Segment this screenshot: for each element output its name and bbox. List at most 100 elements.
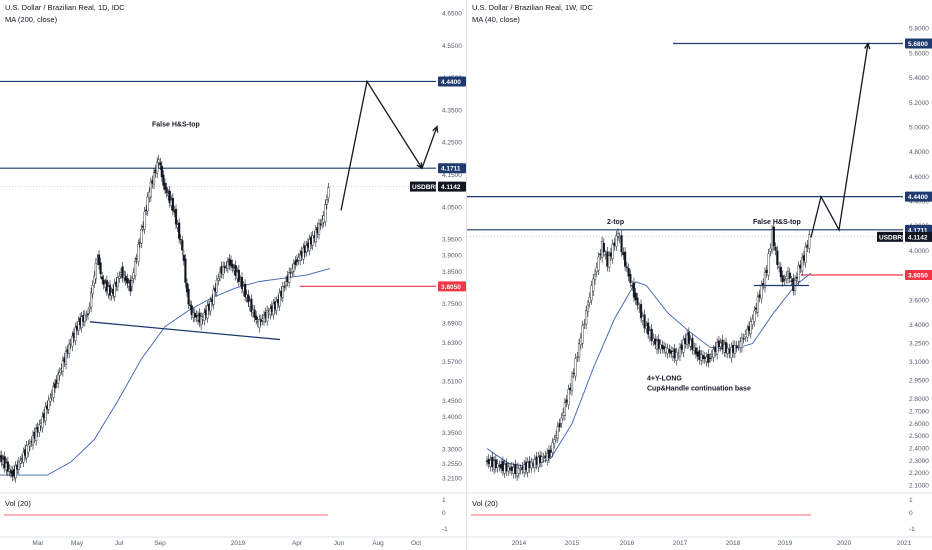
- candle-body: [22, 452, 25, 463]
- price-level-tag-label: 4.1711: [908, 227, 928, 234]
- candle-body: [583, 323, 586, 325]
- candle-body: [250, 298, 253, 312]
- candle-body: [130, 280, 134, 287]
- price-level-tag: [438, 163, 466, 174]
- ma-legend: MA (200, close): [5, 15, 58, 24]
- x-tick-label: Sep: [154, 540, 166, 547]
- candle-body: [671, 351, 675, 357]
- candle-body: [558, 423, 561, 428]
- candle-body: [91, 285, 94, 294]
- candle-body: [772, 226, 775, 247]
- candle-body: [496, 463, 499, 468]
- candle-body: [719, 342, 722, 347]
- candle-body: [58, 371, 61, 376]
- candle-body: [53, 383, 57, 389]
- y-tick-label: 2.4000: [909, 445, 929, 452]
- candle-body: [730, 347, 733, 359]
- x-tick-label: Mar: [32, 540, 44, 547]
- price-level-tag-label: 4.4400: [908, 194, 928, 201]
- candle-body: [292, 263, 295, 272]
- candle-body: [200, 316, 203, 326]
- y-tick-label: 2.3000: [909, 458, 929, 465]
- candle-body: [742, 338, 745, 340]
- moving-average-line: [0, 268, 331, 476]
- y-tick-label: 2.9500: [909, 378, 929, 385]
- candle-body: [668, 349, 671, 353]
- candle-body: [278, 292, 281, 307]
- candle-body: [565, 399, 568, 403]
- candle-body: [691, 337, 694, 351]
- candle-body: [487, 458, 490, 464]
- projection-arrow: [421, 126, 438, 169]
- candle-body: [539, 455, 542, 463]
- candle-body: [537, 456, 540, 468]
- y-tick-label: 4.5500: [442, 43, 462, 50]
- candle-body: [547, 449, 551, 459]
- candle-body: [553, 439, 556, 444]
- candle-body: [494, 459, 497, 468]
- x-tick-label: 2018: [726, 540, 741, 547]
- candle-body: [648, 330, 651, 338]
- chart-annotation: Cup&Handle continuation base: [647, 385, 751, 392]
- candle-body: [717, 340, 721, 348]
- candle-body: [319, 223, 322, 226]
- candle-body: [156, 161, 159, 174]
- candle-body: [627, 268, 630, 277]
- y-tick-label: 3.6300: [442, 340, 462, 347]
- x-tick-label: Oct: [411, 540, 421, 547]
- candle-body: [756, 296, 759, 313]
- volume-tick-label: 1: [442, 497, 446, 504]
- candle-body: [143, 211, 146, 230]
- y-tick-label: 3.4000: [442, 414, 462, 421]
- candle-body: [554, 435, 558, 438]
- y-tick-label: 3.2550: [442, 461, 462, 468]
- y-tick-label: 4.4000: [909, 199, 929, 206]
- x-tick-label: 2014: [512, 540, 527, 547]
- x-tick-label: Jun: [334, 540, 345, 547]
- candle-body: [769, 247, 772, 252]
- candle-body: [597, 256, 600, 271]
- weekly-chart-svg[interactable]: 5.8000 5.6000 5.4000 5.2000 5.0000 4.8000 4.60…: [467, 0, 932, 550]
- candle-body: [595, 267, 598, 273]
- candle-body: [687, 332, 690, 344]
- y-tick-label: 4.3500: [442, 107, 462, 114]
- candle-body: [108, 284, 112, 296]
- candle-body: [616, 232, 620, 237]
- daily-chart-panel[interactable]: U.S. Dollar / Brazilian Real, 1D, IDC MA…: [0, 0, 466, 550]
- candle-body: [47, 399, 50, 410]
- y-tick-label: 3.3000: [442, 446, 462, 453]
- candle-body: [707, 353, 710, 363]
- candle-body: [749, 321, 752, 335]
- y-tick-label: 4.6000: [909, 174, 929, 181]
- candle-body: [512, 467, 515, 474]
- candle-body: [500, 463, 503, 469]
- candle-body: [774, 246, 777, 251]
- candle-body: [284, 281, 288, 286]
- candle-body: [206, 305, 209, 319]
- arrow-head: [864, 42, 871, 50]
- candle-body: [526, 462, 529, 473]
- candle-body: [746, 329, 749, 338]
- price-level-tag-label: 3.8050: [908, 273, 928, 280]
- y-tick-label: 3.2100: [442, 475, 462, 482]
- y-tick-label: 3.5700: [442, 359, 462, 366]
- candle-body: [762, 282, 765, 285]
- candle-body: [146, 196, 149, 212]
- x-tick-label: 2020: [837, 540, 852, 547]
- candle-body: [572, 372, 575, 375]
- weekly-chart-panel[interactable]: U.S. Dollar / Brazilian Real, 1W, IDC MA…: [466, 0, 932, 550]
- y-tick-label: 5.8000: [909, 26, 929, 33]
- candle-body: [517, 468, 520, 474]
- candle-body: [299, 254, 302, 261]
- daily-chart-svg[interactable]: 4.65004.55004.45004.35004.25004.15004.05…: [0, 0, 466, 550]
- y-tick-label: 3.4000: [909, 322, 929, 329]
- candle-body: [592, 278, 595, 292]
- candle-body: [253, 309, 256, 318]
- candle-body: [508, 468, 512, 470]
- candle-body: [492, 460, 496, 470]
- y-tick-label: 3.6900: [442, 320, 462, 327]
- candle-body: [797, 265, 800, 282]
- candle-body: [524, 461, 528, 471]
- candle-body: [116, 277, 119, 287]
- candle-body: [302, 247, 305, 260]
